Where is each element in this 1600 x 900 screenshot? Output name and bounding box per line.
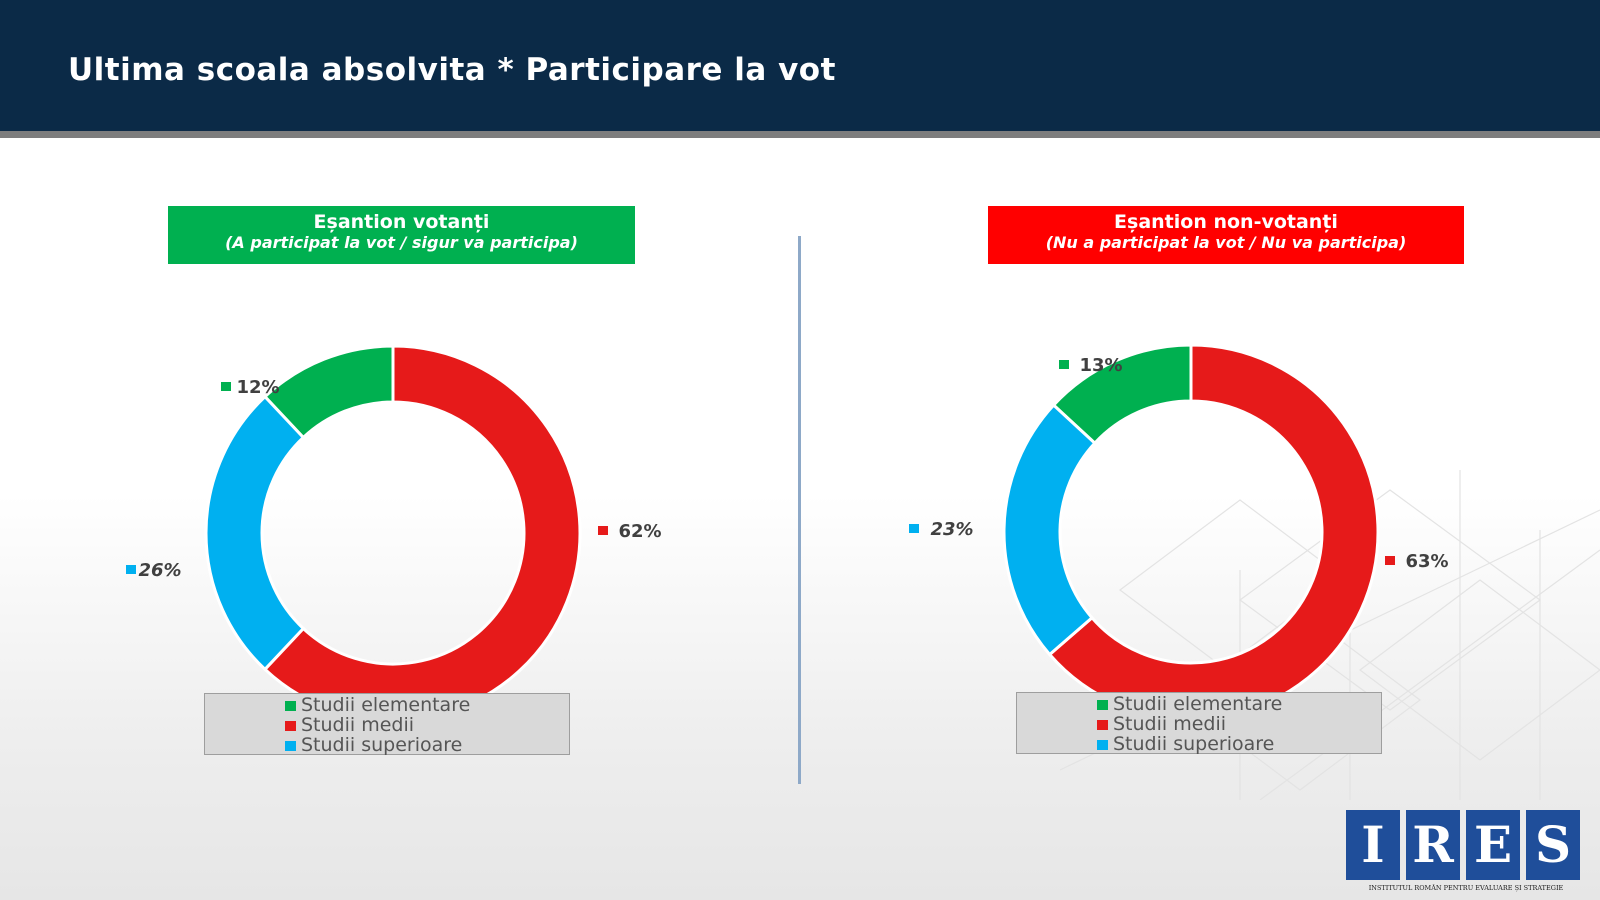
- donut-slice-superioare: [1002, 402, 1097, 657]
- legend-label: Studii elementare: [1113, 693, 1283, 715]
- chart-title-votanti: Eșantion votanți (A participat la vot / …: [168, 206, 635, 264]
- donut-slice-medii: [1047, 343, 1380, 721]
- logo-letter: I: [1346, 810, 1400, 880]
- logo-letter: E: [1466, 810, 1520, 880]
- donut-slice-medii: [262, 344, 582, 722]
- legend-item-medii: Studii medii: [205, 715, 569, 735]
- data-label-marker-medii: [598, 526, 608, 535]
- legend-item-superioare: Studii superioare: [205, 735, 569, 755]
- data-label-elementare: 13%: [1079, 355, 1122, 376]
- ires-logo: I R E S INSTITUTUL ROMÂN PENTRU EVALUARE…: [1346, 810, 1586, 898]
- data-label-marker-superioare: [909, 524, 919, 533]
- chart-title-votanti-main: Eșantion votanți: [313, 211, 490, 233]
- chart-title-non-votanti: Eșantion non-votanți (Nu a participat la…: [988, 206, 1464, 264]
- data-label-marker-elementare: [221, 382, 231, 391]
- chart-title-votanti-sub: (A participat la vot / sigur va particip…: [225, 233, 578, 252]
- legend-swatch-elementare: [1097, 700, 1108, 710]
- legend-item-medii: Studii medii: [1017, 714, 1381, 734]
- data-label-marker-elementare: [1059, 360, 1069, 369]
- logo-subtitle: INSTITUTUL ROMÂN PENTRU EVALUARE ȘI STRA…: [1368, 884, 1564, 892]
- legend-swatch-superioare: [1097, 740, 1108, 750]
- legend-item-superioare: Studii superioare: [1017, 734, 1381, 754]
- panel-divider: [798, 236, 801, 784]
- page-title: Ultima scoala absolvita * Participare la…: [68, 52, 836, 88]
- legend-votanti: Studii elementare Studii medii Studii su…: [204, 693, 570, 755]
- legend-swatch-superioare: [285, 741, 296, 751]
- chart-title-non-votanti-sub: (Nu a participat la vot / Nu va particip…: [1045, 233, 1407, 252]
- legend-item-elementare: Studii elementare: [205, 695, 569, 715]
- logo-letter: S: [1526, 810, 1580, 880]
- data-label-medii: 62%: [618, 521, 661, 542]
- data-label-marker-superioare: [126, 565, 136, 574]
- chart-title-non-votanti-main: Eșantion non-votanți: [1114, 211, 1338, 233]
- data-label-elementare: 12%: [236, 377, 279, 398]
- legend-label: Studii elementare: [301, 694, 471, 716]
- data-label-superioare: 26%: [138, 560, 181, 581]
- logo-letter: R: [1406, 810, 1460, 880]
- legend-swatch-medii: [1097, 720, 1108, 730]
- legend-label: Studii superioare: [1113, 733, 1275, 755]
- legend-swatch-elementare: [285, 701, 296, 711]
- donut-slice-superioare: [204, 394, 306, 672]
- legend-item-elementare: Studii elementare: [1017, 694, 1381, 714]
- legend-label: Studii medii: [301, 714, 415, 736]
- data-label-superioare: 23%: [930, 519, 973, 540]
- data-label-medii: 63%: [1405, 551, 1448, 572]
- legend-label: Studii medii: [1113, 713, 1227, 735]
- header-bar: Ultima scoala absolvita * Participare la…: [0, 0, 1600, 138]
- legend-label: Studii superioare: [301, 734, 463, 756]
- data-label-marker-medii: [1385, 556, 1395, 565]
- legend-swatch-medii: [285, 721, 296, 731]
- legend-non-votanti: Studii elementare Studii medii Studii su…: [1016, 692, 1382, 754]
